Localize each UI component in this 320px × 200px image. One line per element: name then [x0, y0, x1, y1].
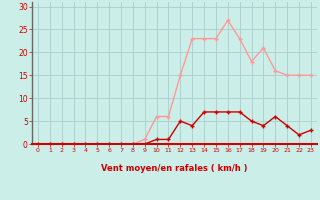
X-axis label: Vent moyen/en rafales ( km/h ): Vent moyen/en rafales ( km/h )	[101, 164, 248, 173]
